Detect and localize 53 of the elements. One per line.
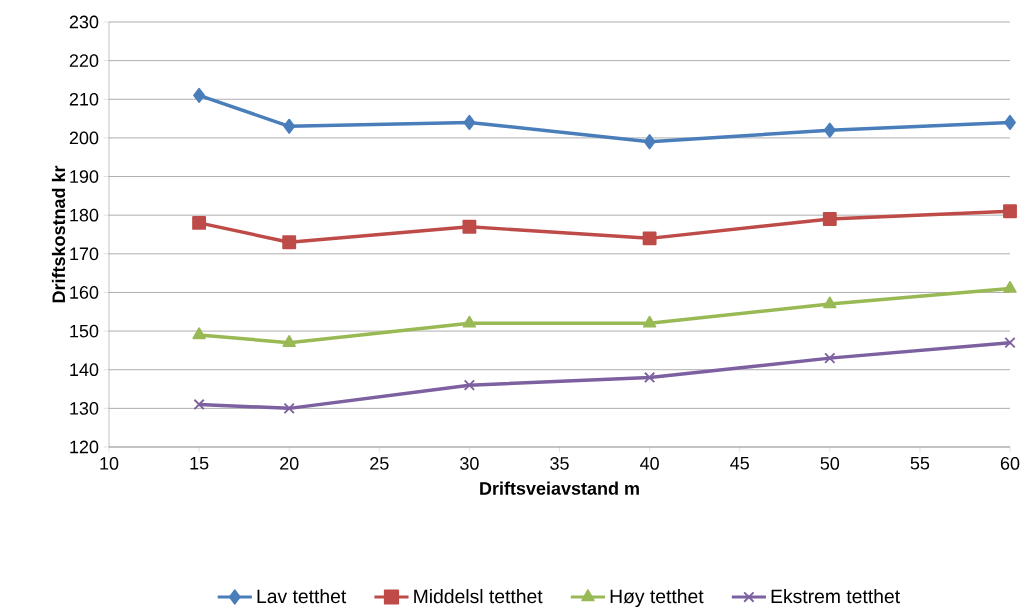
x-tick-label: 40 (640, 457, 659, 470)
x-tick-label: 30 (460, 457, 479, 470)
point (1003, 280, 1017, 293)
point (283, 402, 295, 414)
point (642, 315, 657, 328)
point (643, 371, 656, 384)
x-axis-title: Driftsveiavstand m (480, 481, 639, 495)
y-tick-label: 150 (70, 324, 99, 338)
point (193, 87, 206, 103)
x-tick-label: 55 (910, 457, 930, 470)
point (822, 212, 837, 226)
point (823, 122, 836, 138)
x-tick-label: 10 (100, 457, 119, 470)
y-tick-label: 130 (70, 401, 99, 415)
point (462, 315, 477, 328)
legend-label: Ekstrem tetthet (771, 589, 900, 604)
point (282, 335, 296, 347)
x-tick-label: 60 (1000, 457, 1020, 470)
legend-label: Middelsl tetthet (414, 589, 543, 604)
x-tick-label: 25 (370, 457, 389, 470)
y-tick-label: 230 (69, 15, 99, 29)
x-tick-label: 45 (730, 457, 749, 470)
point (643, 134, 656, 150)
point (463, 379, 476, 391)
x-tick-label: 20 (280, 457, 299, 470)
point (192, 215, 207, 230)
legend-label: Lav tetthet (257, 589, 347, 604)
x-tick-label: 35 (550, 457, 569, 470)
point (193, 398, 205, 411)
point (824, 352, 836, 364)
y-tick-label: 220 (69, 54, 99, 67)
y-axis-title: Driftskostnad kr (51, 165, 66, 303)
x-tick-label: 50 (820, 457, 840, 470)
point (192, 327, 206, 340)
point (462, 219, 477, 234)
point (823, 296, 837, 309)
y-tick-label: 160 (70, 286, 99, 299)
legend-label: Høy tetthet (610, 589, 704, 608)
y-tick-label: 190 (70, 170, 99, 183)
y-tick-label: 180 (70, 208, 99, 222)
y-tick-label: 200 (69, 131, 99, 145)
point (642, 231, 657, 246)
y-tick-label: 120 (70, 440, 99, 454)
point (463, 114, 476, 131)
y-tick-label: 140 (70, 363, 99, 377)
x-tick-label: 15 (190, 457, 209, 470)
point (1003, 204, 1017, 219)
y-tick-label: 210 (69, 92, 99, 106)
y-tick-label: 170 (70, 247, 99, 261)
point (283, 118, 296, 134)
point (1004, 114, 1016, 131)
point (282, 235, 297, 250)
point (1004, 337, 1016, 349)
